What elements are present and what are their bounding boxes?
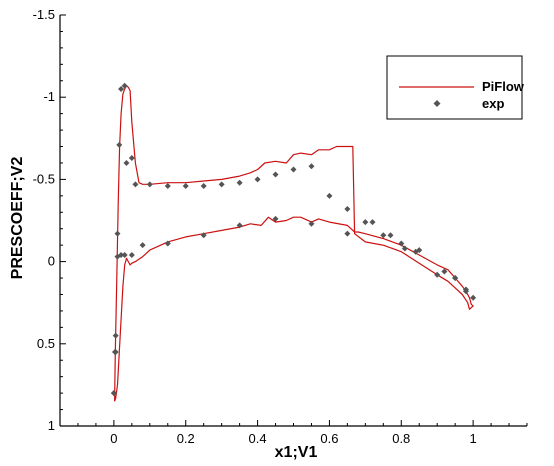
data-point-exp [132, 181, 139, 188]
data-point-exp [412, 248, 419, 255]
data-point-exp [200, 232, 207, 239]
y-tick-label: -0.5 [33, 171, 55, 186]
data-point-exp [128, 252, 135, 259]
y-tick-label: 0 [48, 254, 55, 269]
data-point-exp [254, 176, 261, 183]
y-tick-label: 0.5 [37, 336, 55, 351]
data-point-exp [272, 171, 279, 178]
data-point-exp [112, 349, 119, 356]
data-point-exp [114, 230, 121, 237]
data-point-exp [380, 232, 387, 239]
x-tick-label: 0.6 [320, 431, 338, 446]
data-point-exp [344, 230, 351, 237]
data-point-exp [387, 232, 394, 239]
data-point-exp [441, 268, 448, 275]
data-point-exp [118, 85, 125, 92]
legend-label-exp: exp [482, 96, 504, 111]
x-tick-label: 0 [110, 431, 117, 446]
data-point-exp [272, 215, 279, 222]
data-point-exp [128, 155, 135, 162]
data-point-exp [236, 179, 243, 186]
data-point-exp [308, 220, 315, 227]
axis-ticks: 0 0.2 0.4 0.6 0.8 1 -1.5 -1 -0.5 0 0.5 1 [33, 7, 528, 446]
data-point-exp [121, 252, 128, 259]
data-point-exp [434, 271, 441, 278]
y-tick-label: -1.5 [33, 7, 55, 22]
data-point-exp [110, 390, 117, 397]
data-point-exp [164, 240, 171, 247]
y-axis-title: PRESCOEFF;V2 [9, 157, 26, 280]
x-tick-label: 0.8 [392, 431, 410, 446]
x-tick-label: 0.2 [177, 431, 195, 446]
data-point-exp [362, 219, 369, 226]
legend-label-piflow: PiFlow [482, 79, 525, 94]
data-point-exp [462, 286, 469, 293]
data-point-exp [112, 332, 119, 339]
data-point-exp [344, 205, 351, 212]
x-tick-label: 1 [469, 431, 476, 446]
legend-marker-swatch [433, 100, 441, 107]
data-point-exp [401, 245, 408, 252]
data-point-exp [369, 219, 376, 226]
data-point-exp [182, 182, 189, 189]
data-point-exp [218, 181, 225, 188]
data-point-exp [116, 141, 123, 148]
data-point-exp [200, 182, 207, 189]
data-point-exp [290, 166, 297, 173]
data-point-exp [139, 242, 146, 249]
data-point-exp [146, 181, 153, 188]
data-point-exp [118, 252, 125, 259]
data-point-exp [123, 159, 130, 166]
legend: PiFlow exp [386, 55, 525, 120]
data-point-exp [236, 222, 243, 229]
data-point-exp [326, 192, 333, 199]
x-tick-label: 0.4 [249, 431, 267, 446]
data-point-exp [398, 240, 405, 247]
x-axis-title: x1;V1 [275, 444, 318, 461]
y-tick-label: -1 [43, 89, 55, 104]
plot-area [110, 82, 477, 402]
data-point-exp [452, 275, 459, 282]
data-point-exp [121, 82, 128, 89]
data-point-exp [470, 294, 477, 301]
data-point-exp [308, 163, 315, 170]
data-point-exp [164, 182, 171, 189]
y-tick-label: 1 [48, 418, 55, 433]
